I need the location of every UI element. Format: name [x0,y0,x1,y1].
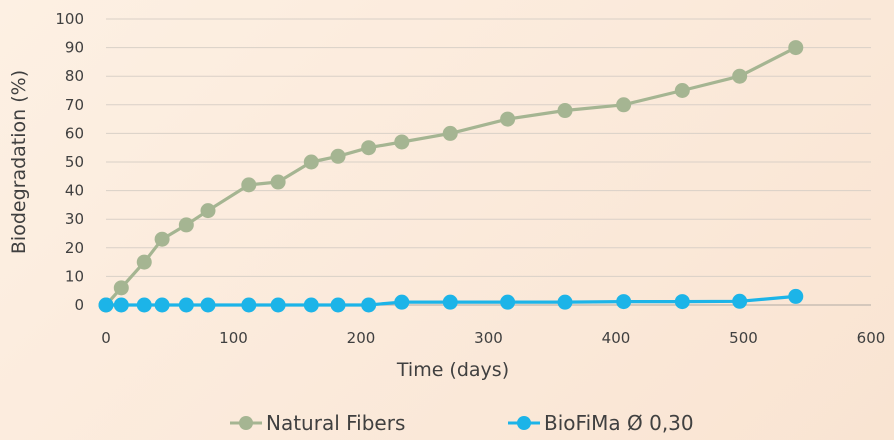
legend: Natural Fibers BioFiMa Ø 0,30 [230,411,694,435]
legend-item-natural-fibers: Natural Fibers [230,411,405,435]
y-tick-label: 40 [65,182,84,200]
gridlines [106,18,871,277]
data-point [154,231,170,247]
y-tick-label: 70 [65,96,84,114]
data-point [136,254,152,270]
data-point [241,177,257,193]
y-tick-label: 100 [55,10,84,28]
data-point [113,280,129,296]
x-tick-label: 300 [474,329,503,347]
data-point [674,294,690,310]
data-point [500,294,516,310]
data-point [200,203,216,219]
x-axis-title: Time (days) [396,359,509,381]
x-tick-label: 100 [219,329,248,347]
data-point [154,297,170,313]
y-tick-label: 60 [65,124,84,142]
data-point [732,293,748,309]
data-point [442,294,458,310]
series-line [104,46,797,307]
series-layer [98,40,804,313]
x-tick-label: 0 [101,329,111,347]
data-point [361,297,377,313]
data-point [500,111,516,127]
y-axis-ticks: 0 10 20 30 40 50 60 70 80 90 100 [55,10,84,314]
x-tick-label: 500 [729,329,758,347]
y-tick-label: 50 [65,153,84,171]
data-point [136,297,152,313]
y-tick-label: 80 [65,67,84,85]
data-point [732,68,748,84]
data-point [330,148,346,164]
data-point [178,297,194,313]
data-point [442,125,458,141]
data-point [788,288,804,304]
data-point [557,294,573,310]
data-point [330,297,346,313]
x-axis-ticks: 0 100 200 300 400 500 600 [101,329,885,347]
data-point [788,40,804,56]
x-tick-label: 600 [857,329,886,347]
y-tick-label: 20 [65,239,84,257]
legend-label-natural-fibers: Natural Fibers [266,411,405,435]
data-point [270,297,286,313]
data-point [361,140,377,156]
data-point [674,83,690,98]
y-tick-label: 90 [65,39,84,57]
y-tick-label: 0 [74,296,84,314]
x-tick-label: 400 [602,329,631,347]
data-point [200,297,216,313]
data-point [241,297,257,313]
data-point [113,297,129,313]
y-tick-label: 10 [65,267,84,285]
legend-item-biofima: BioFiMa Ø 0,30 [508,411,694,435]
data-point [616,294,632,310]
series-0 [98,40,804,313]
legend-marker-natural-fibers [239,416,253,430]
data-point [394,134,410,150]
y-tick-label: 30 [65,210,84,228]
legend-marker-biofima [517,416,531,430]
data-point [616,97,632,113]
x-tick-label: 200 [347,329,376,347]
data-point [303,154,319,170]
data-point [557,103,573,119]
data-point [303,297,319,313]
legend-label-biofima: BioFiMa Ø 0,30 [544,411,694,435]
data-point [98,297,114,313]
y-axis-title: Biodegradation (%) [8,70,30,254]
series-1 [98,288,804,313]
data-point [394,294,410,310]
data-point [178,217,194,233]
data-point [270,174,286,190]
